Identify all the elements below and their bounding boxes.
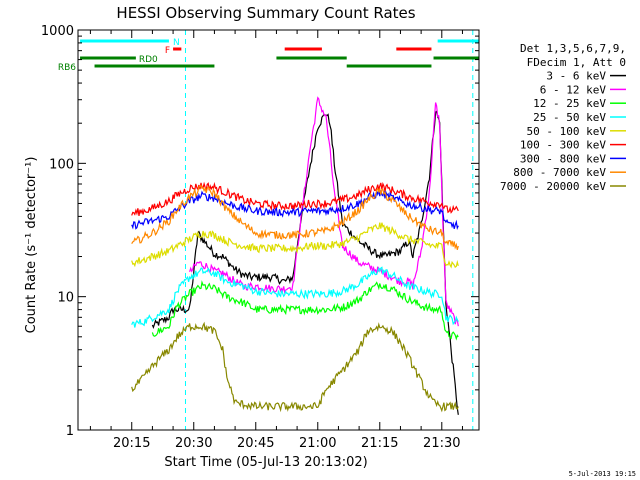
y-tick-label-0: 1: [66, 424, 74, 439]
series-line-8: [131, 321, 459, 413]
series-line-7: [131, 184, 459, 250]
legend-entry-5: 100 - 300 keV: [520, 139, 606, 152]
legend: Det 1,3,5,6,7,9,FDecim 1, Att 03 - 6 keV…: [500, 42, 626, 193]
axes: 1 10 100 1000 20:15 20:30 20:45 21:00 21:15 21:30: [41, 24, 479, 451]
series-group: [131, 96, 459, 415]
series-line-5: [131, 181, 459, 216]
legend-entry-3: 25 - 50 keV: [533, 111, 606, 124]
series-line-0: [151, 110, 459, 415]
flag-label-1: F: [165, 46, 170, 56]
marker-lines: [184, 30, 474, 430]
series-line-2: [151, 280, 459, 341]
legend-header-1: FDecim 1, Att 0: [527, 56, 626, 69]
x-tick-label-2: 20:45: [237, 436, 274, 451]
x-tick-label-0: 20:15: [113, 436, 150, 451]
flag-label-3: RB6: [58, 63, 76, 73]
legend-entry-1: 6 - 12 keV: [540, 83, 607, 96]
x-tick-label-4: 21:15: [361, 436, 398, 451]
flag-label-2: RD0: [139, 55, 158, 65]
legend-entry-0: 3 - 6 keV: [546, 70, 606, 83]
y-tick-label-3: 1000: [41, 24, 74, 39]
x-tick-label-3: 21:00: [299, 436, 336, 451]
legend-entry-6: 300 - 800 keV: [520, 152, 606, 165]
y-tick-label-1: 10: [57, 291, 74, 306]
chart-title: HESSI Observing Summary Count Rates: [116, 4, 415, 22]
x-tick-label-5: 21:30: [423, 436, 460, 451]
x-axis-label: Start Time (05-Jul-13 20:13:02): [164, 455, 367, 470]
series-line-6: [131, 190, 459, 231]
plot-frame: [77, 29, 480, 431]
x-tick-label-1: 20:30: [175, 436, 212, 451]
legend-entry-4: 50 - 100 keV: [527, 125, 607, 138]
flag-bars: NF RD0 RB6: [58, 38, 479, 73]
y-axis-label: Count Rate (s⁻¹ detector⁻¹): [24, 157, 39, 334]
legend-entry-2: 12 - 25 keV: [533, 97, 606, 110]
legend-entry-8: 7000 - 20000 keV: [500, 180, 606, 193]
legend-entry-7: 800 - 7000 keV: [513, 166, 606, 179]
series-line-4: [131, 222, 459, 269]
y-tick-label-2: 100: [49, 157, 74, 172]
legend-header-0: Det 1,3,5,6,7,9,: [520, 42, 626, 55]
series-line-3: [131, 266, 459, 328]
footer-date: 5-Jul-2013 19:15: [569, 470, 636, 478]
flag-label-0: N: [173, 38, 180, 48]
